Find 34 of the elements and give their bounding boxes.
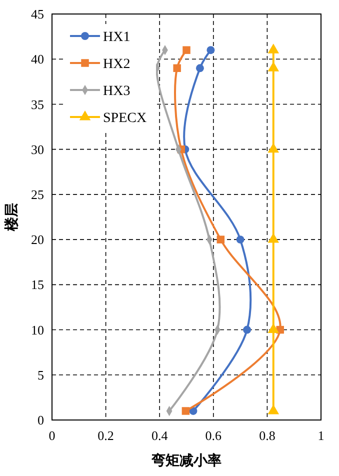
point bbox=[173, 64, 181, 72]
point bbox=[216, 236, 225, 244]
y-tick-label: 40 bbox=[31, 52, 44, 67]
point bbox=[182, 46, 190, 54]
point bbox=[243, 326, 252, 334]
x-tick-label: 1 bbox=[318, 428, 324, 443]
point bbox=[268, 142, 280, 153]
y-tick-label: 15 bbox=[31, 277, 44, 292]
point bbox=[268, 233, 280, 243]
point bbox=[206, 46, 215, 54]
legend-label: SPECX bbox=[103, 110, 147, 126]
y-tick-label: 30 bbox=[31, 142, 44, 157]
x-axis-title: 弯矩减小率 bbox=[150, 452, 222, 469]
y-tick-label: 35 bbox=[31, 96, 44, 112]
point bbox=[236, 236, 244, 244]
x-tick-label: 0.4 bbox=[151, 428, 168, 443]
legend-label: HX3 bbox=[103, 84, 130, 99]
point bbox=[268, 323, 280, 334]
x-tick-label: 0.6 bbox=[205, 428, 222, 443]
point bbox=[196, 64, 204, 72]
y-tick-label: 0 bbox=[38, 412, 44, 428]
legend-label: HX1 bbox=[103, 30, 130, 45]
y-tick-label: 45 bbox=[31, 6, 44, 22]
point bbox=[182, 407, 190, 415]
y-tick-label: 5 bbox=[38, 367, 44, 382]
y-tick-label: 25 bbox=[31, 186, 44, 202]
y-tick-label: 10 bbox=[31, 322, 44, 338]
legend-label: HX2 bbox=[103, 56, 130, 72]
x-tick-label: 0.2 bbox=[98, 428, 114, 443]
x-tick-label: 0.8 bbox=[259, 428, 276, 443]
point bbox=[268, 404, 280, 414]
y-axis-title: 楼层 bbox=[4, 203, 20, 232]
x-tick-label: 0 bbox=[48, 428, 56, 443]
y-tick-label: 20 bbox=[31, 232, 44, 248]
